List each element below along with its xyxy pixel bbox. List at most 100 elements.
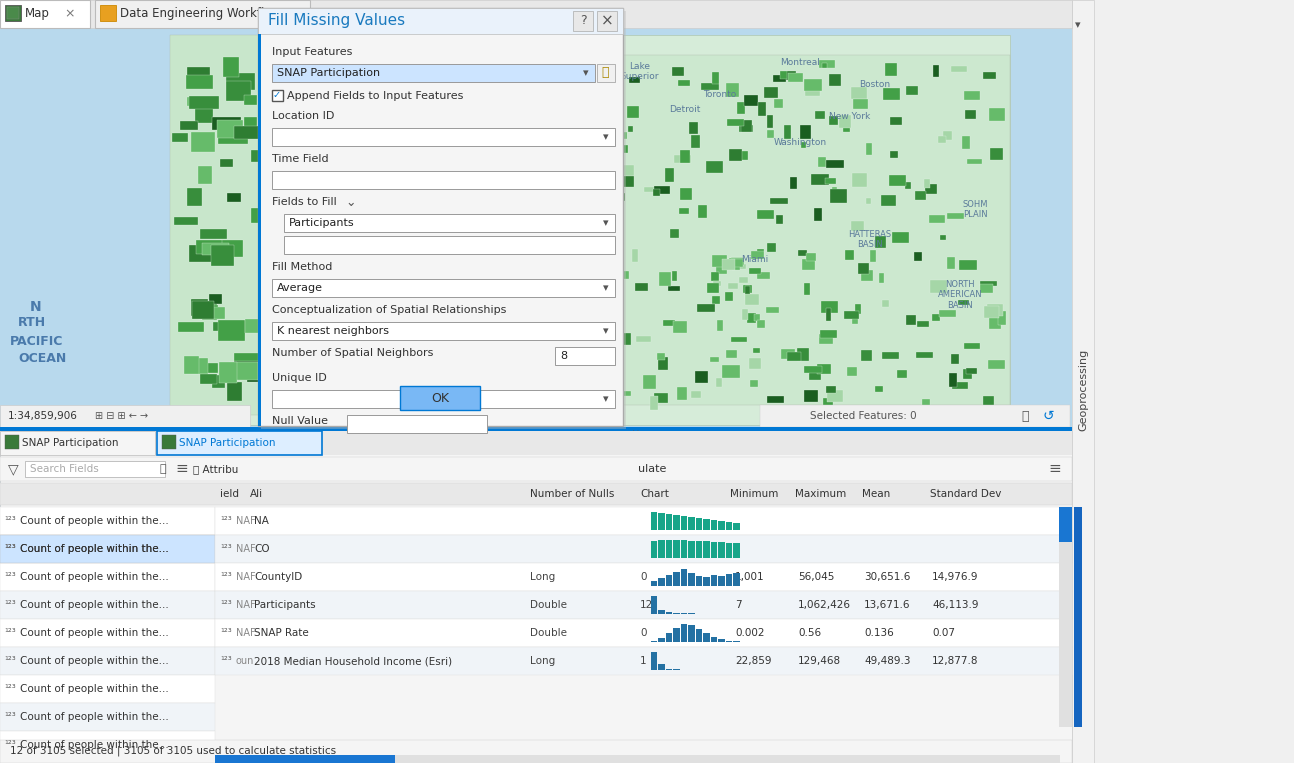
Bar [861, 350, 872, 362]
Text: ¹²³: ¹²³ [220, 516, 232, 526]
Text: SNAP Participation: SNAP Participation [22, 438, 119, 448]
Text: CO: CO [254, 544, 269, 554]
Bar [681, 569, 687, 586]
Bar [824, 178, 836, 184]
Text: ¹²³: ¹²³ [220, 572, 232, 582]
Text: ▾: ▾ [603, 326, 608, 336]
Bar [890, 151, 898, 159]
Text: NAF: NAF [236, 628, 256, 638]
Bar [219, 136, 247, 144]
Bar [845, 250, 854, 260]
Bar [924, 179, 930, 188]
Bar [572, 398, 585, 409]
Bar [613, 166, 634, 176]
Bar [657, 353, 665, 360]
Bar [981, 282, 996, 286]
Text: SNAP Participation: SNAP Participation [277, 68, 380, 78]
Text: Unique ID: Unique ID [272, 373, 327, 383]
Text: Miami: Miami [741, 255, 769, 264]
Bar [757, 320, 766, 327]
Bar [780, 349, 795, 359]
Bar [695, 629, 703, 642]
Text: Washington: Washington [774, 138, 827, 147]
Bar [717, 262, 727, 274]
Bar [404, 81, 419, 97]
Text: Null Value: Null Value [272, 416, 327, 426]
Bar [525, 211, 540, 220]
Bar [215, 591, 1075, 619]
Text: NAF: NAF [236, 516, 256, 526]
Text: Average: Average [277, 283, 324, 293]
Bar [272, 64, 595, 82]
Bar [455, 345, 466, 356]
Bar [1058, 507, 1071, 542]
Bar [0, 647, 215, 675]
Text: Search Fields: Search Fields [30, 464, 98, 474]
Text: New York: New York [829, 112, 871, 121]
Bar [743, 285, 752, 294]
Bar [586, 169, 604, 179]
Bar [581, 109, 587, 120]
Bar [763, 87, 778, 98]
Bar [481, 146, 493, 164]
Bar [677, 388, 687, 400]
Bar [272, 279, 615, 297]
Bar [831, 189, 846, 203]
Bar [925, 184, 937, 194]
Bar [743, 309, 748, 320]
Bar [497, 248, 515, 262]
Bar [408, 320, 418, 328]
Bar [480, 185, 498, 195]
Bar [543, 300, 553, 307]
Bar [905, 182, 911, 189]
Bar [770, 198, 788, 204]
Text: SNAP Participation: SNAP Participation [179, 438, 276, 448]
Bar [788, 72, 804, 82]
Bar [524, 175, 533, 187]
Text: 1,001: 1,001 [735, 572, 765, 582]
Bar [496, 64, 511, 74]
Bar [562, 210, 568, 219]
Text: OK: OK [431, 391, 449, 404]
Bar [819, 334, 833, 344]
Bar [620, 271, 629, 278]
Bar [459, 381, 476, 391]
Bar [938, 136, 946, 143]
Bar [669, 229, 679, 238]
Bar [820, 330, 837, 338]
Bar [718, 542, 725, 558]
Bar [589, 130, 598, 143]
Bar [594, 183, 602, 191]
Bar [440, 135, 457, 145]
Text: Count of people within the...: Count of people within the... [19, 740, 168, 750]
Text: Input Features: Input Features [272, 47, 352, 57]
Bar [524, 304, 533, 315]
Bar [740, 120, 752, 131]
Bar [400, 55, 1011, 405]
Bar [428, 291, 435, 301]
Bar [775, 215, 783, 224]
Bar [538, 304, 546, 317]
Bar [609, 192, 625, 201]
Bar [731, 259, 743, 266]
Bar [898, 370, 907, 378]
Text: Count of people within the...: Count of people within the... [19, 712, 168, 722]
Bar [261, 11, 626, 429]
Text: ¹²³: ¹²³ [4, 712, 16, 722]
Text: Detroit: Detroit [669, 105, 700, 114]
Bar [529, 148, 541, 161]
Text: Conceptualization of Spatial Relationships: Conceptualization of Spatial Relationshi… [272, 305, 506, 315]
Bar [212, 375, 225, 388]
Bar [162, 435, 176, 449]
Bar [100, 5, 116, 21]
Bar [285, 327, 308, 345]
Bar [259, 269, 274, 288]
Bar [202, 302, 217, 320]
Bar [402, 366, 417, 375]
Bar [710, 356, 718, 362]
Bar [744, 286, 751, 300]
Bar [547, 65, 553, 76]
Bar [602, 304, 616, 317]
Text: Double: Double [531, 600, 567, 610]
Bar [943, 130, 952, 140]
